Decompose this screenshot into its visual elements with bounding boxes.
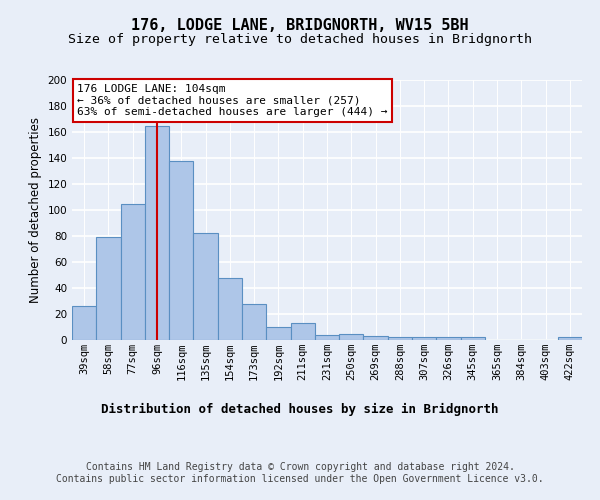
Bar xyxy=(290,323,315,340)
Bar xyxy=(412,338,436,340)
Text: 176 LODGE LANE: 104sqm
← 36% of detached houses are smaller (257)
63% of semi-de: 176 LODGE LANE: 104sqm ← 36% of detached… xyxy=(77,84,388,117)
Bar xyxy=(364,336,388,340)
Bar xyxy=(461,338,485,340)
Bar xyxy=(266,327,290,340)
Text: Size of property relative to detached houses in Bridgnorth: Size of property relative to detached ho… xyxy=(68,32,532,46)
Bar xyxy=(242,304,266,340)
Bar xyxy=(169,160,193,340)
Bar xyxy=(96,238,121,340)
Bar xyxy=(388,338,412,340)
Y-axis label: Number of detached properties: Number of detached properties xyxy=(29,117,42,303)
Bar xyxy=(558,338,582,340)
Bar xyxy=(145,126,169,340)
Bar xyxy=(218,278,242,340)
Text: 176, LODGE LANE, BRIDGNORTH, WV15 5BH: 176, LODGE LANE, BRIDGNORTH, WV15 5BH xyxy=(131,18,469,32)
Bar xyxy=(315,335,339,340)
Bar xyxy=(339,334,364,340)
Text: Distribution of detached houses by size in Bridgnorth: Distribution of detached houses by size … xyxy=(101,402,499,415)
Bar xyxy=(72,306,96,340)
Bar xyxy=(121,204,145,340)
Text: Contains HM Land Registry data © Crown copyright and database right 2024.
Contai: Contains HM Land Registry data © Crown c… xyxy=(56,462,544,484)
Bar xyxy=(436,338,461,340)
Bar xyxy=(193,234,218,340)
